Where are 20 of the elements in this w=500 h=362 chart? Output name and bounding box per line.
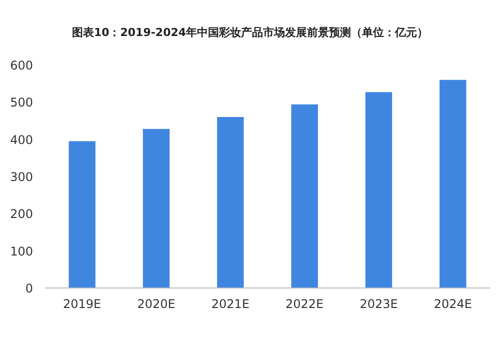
y-tick-label: 100 xyxy=(10,244,33,258)
y-tick-label: 300 xyxy=(10,170,33,184)
x-tick-label: 2019E xyxy=(63,297,102,311)
x-tick-label: 2023E xyxy=(360,297,398,311)
x-tick-label: 2024E xyxy=(434,297,472,311)
bar xyxy=(142,128,170,288)
chart-title: 图表10：2019-2024年中国彩妆产品市场发展前景预测（单位：亿元） xyxy=(72,26,428,39)
bar xyxy=(217,117,244,288)
y-tick-label: 500 xyxy=(10,96,33,110)
bar xyxy=(68,141,96,288)
x-tick-label: 2021E xyxy=(211,297,250,311)
y-tick-label: 0 xyxy=(25,282,33,296)
y-tick-label: 400 xyxy=(10,132,33,147)
bar xyxy=(365,92,392,288)
bar xyxy=(440,80,466,288)
x-tick-label: 2020E xyxy=(137,297,176,311)
x-tick-label: 2022E xyxy=(286,297,324,311)
y-tick-label: 200 xyxy=(10,207,33,222)
bar xyxy=(291,104,318,288)
y-tick-label: 600 xyxy=(10,58,33,72)
